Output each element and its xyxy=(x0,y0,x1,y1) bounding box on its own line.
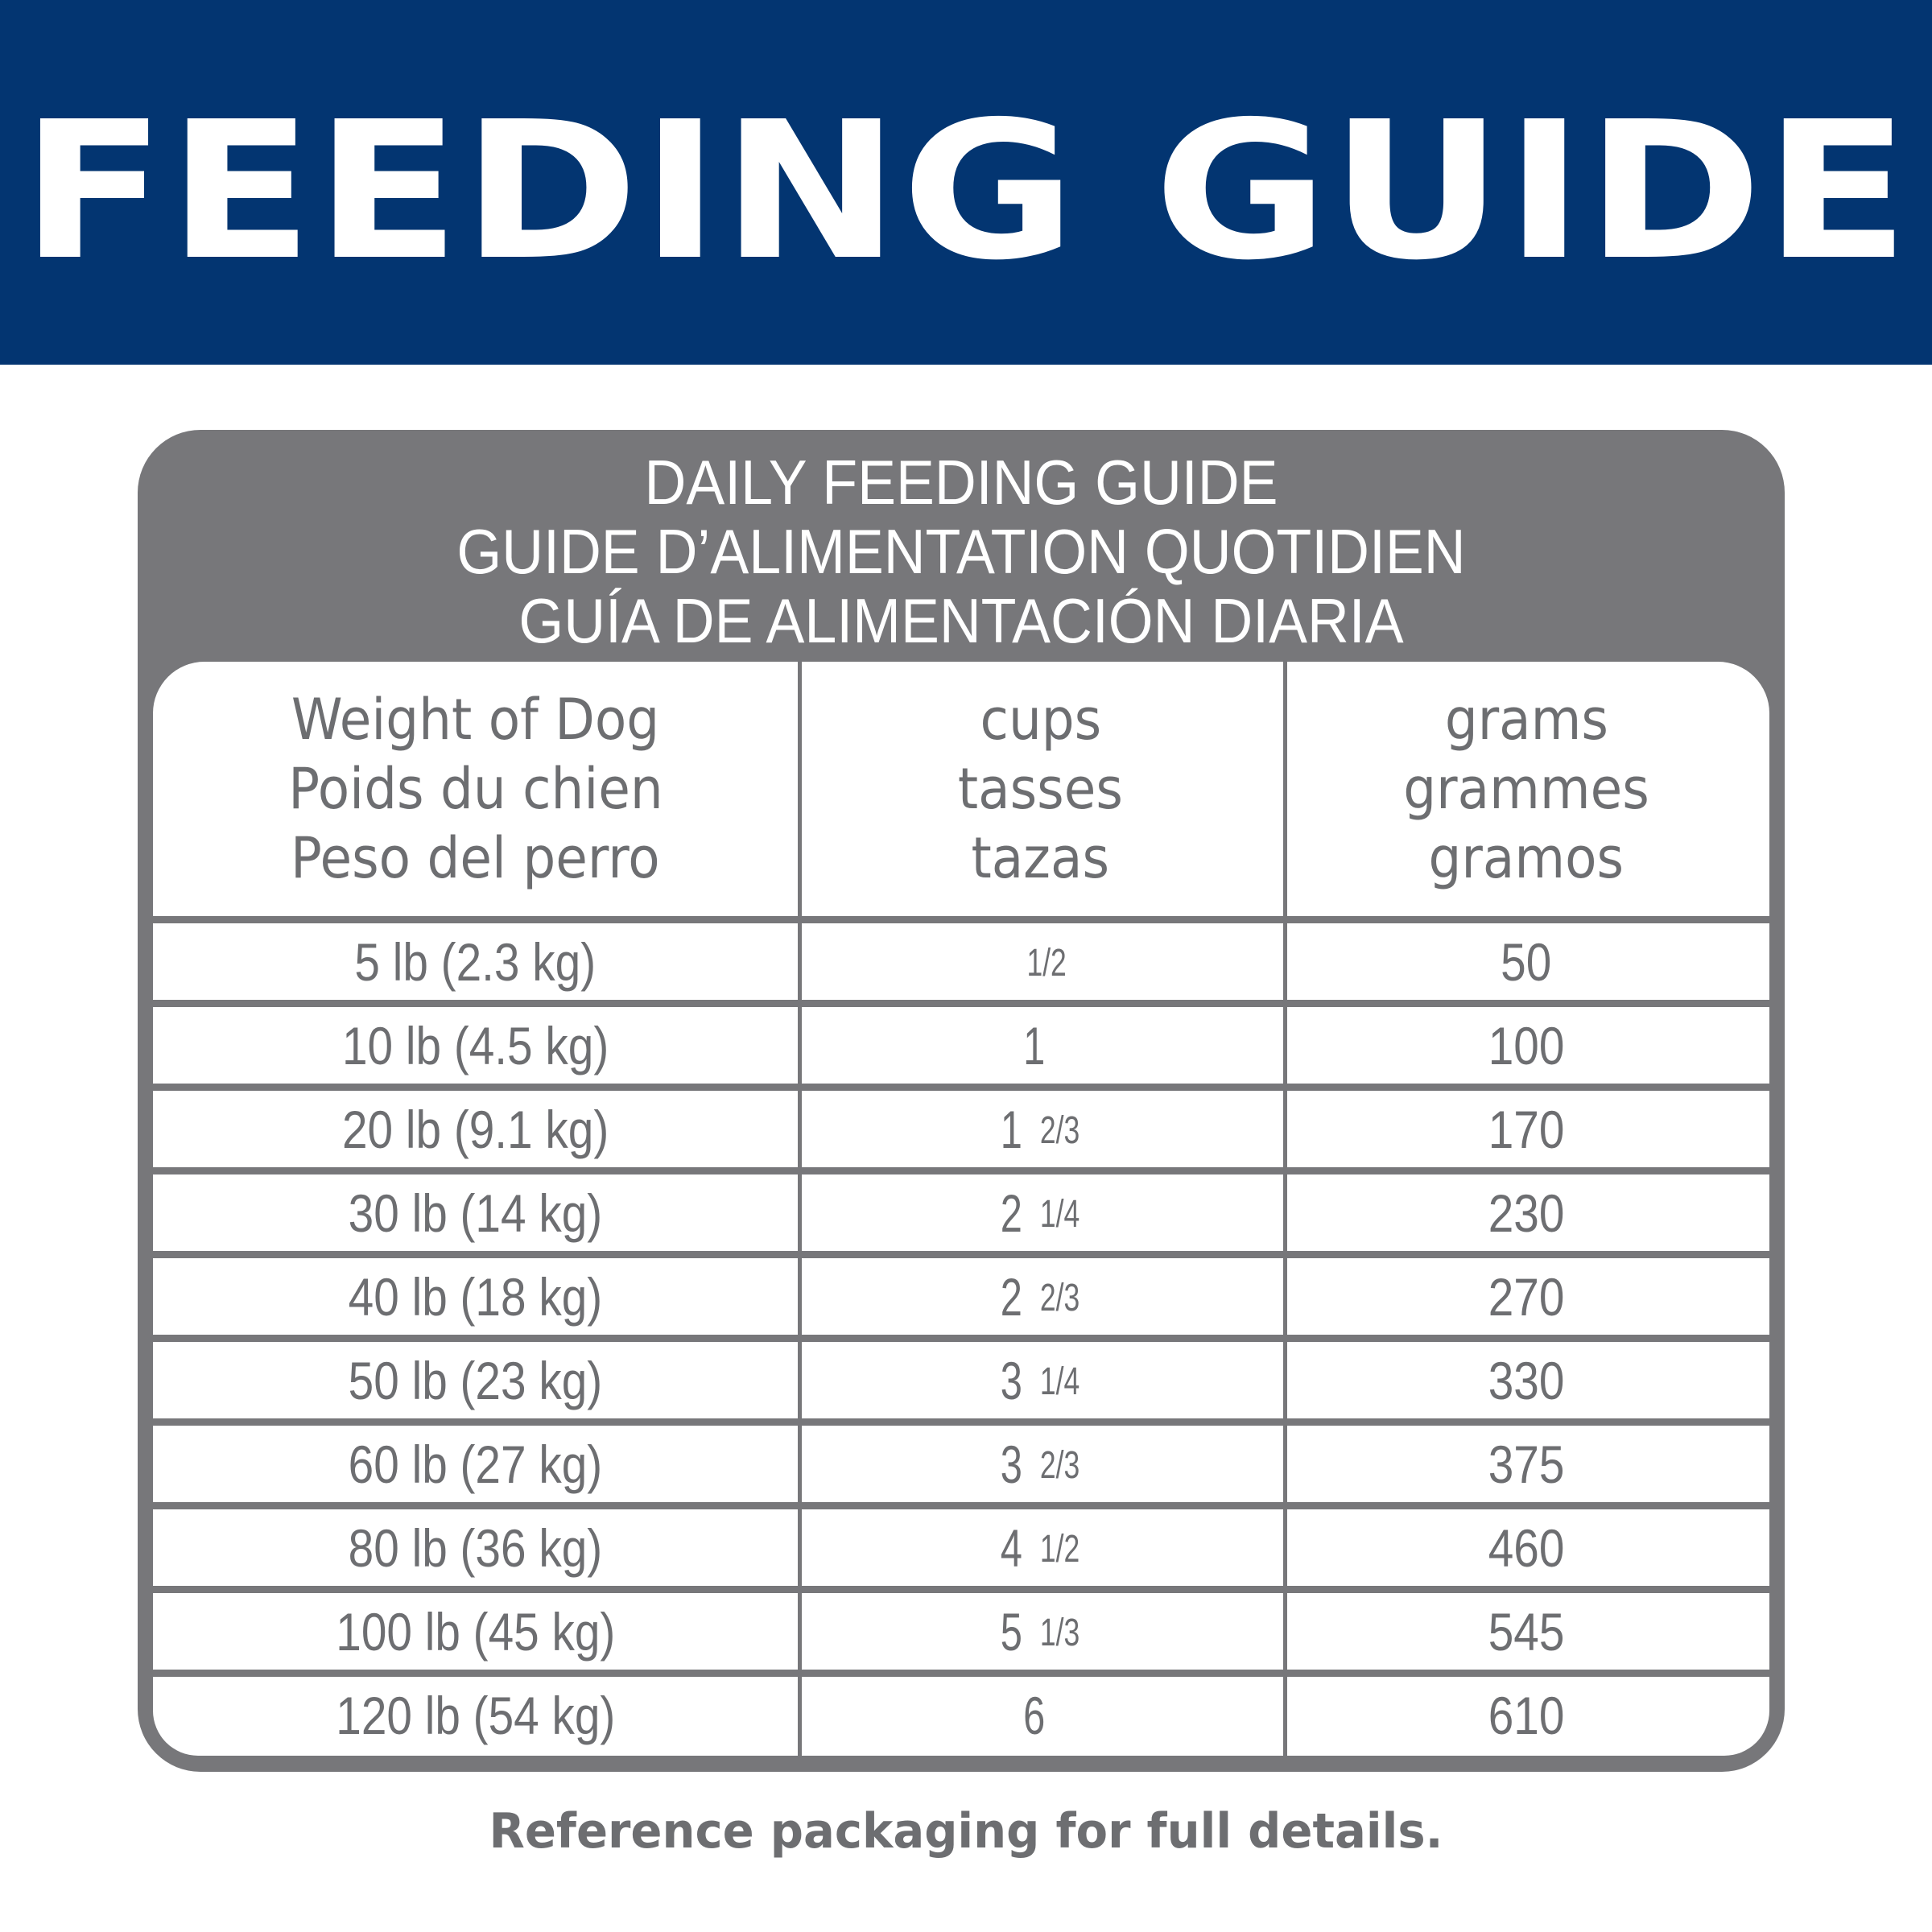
weight-cell: 10 lb (4.5 kg) xyxy=(341,1015,609,1075)
grams-cell: 170 xyxy=(1488,1099,1565,1159)
grams-cell: 610 xyxy=(1488,1685,1565,1745)
cups-cell: 3 2/3 xyxy=(1000,1434,1080,1494)
card-title: DAILY FEEDING GUIDE GUIDE D’ALIMENTATION… xyxy=(204,448,1719,655)
card-title-english: DAILY FEEDING GUIDE xyxy=(644,447,1278,518)
table-row: 40 lb (18 kg) 2 2/3 270 xyxy=(153,1251,1769,1335)
weight-cell: 20 lb (9.1 kg) xyxy=(341,1099,609,1159)
header-cups-es: tazas xyxy=(971,825,1110,891)
grams-cell: 330 xyxy=(1488,1350,1565,1410)
table-row: 60 lb (27 kg) 3 2/3 375 xyxy=(153,1418,1769,1502)
table-row: 20 lb (9.1 kg) 1 2/3 170 xyxy=(153,1084,1769,1167)
cups-cell: 2 1/4 xyxy=(1000,1183,1080,1243)
table-row: 80 lb (36 kg) 4 1/2 460 xyxy=(153,1502,1769,1586)
table-header: Weight of Dog Poids du chien Peso del pe… xyxy=(153,662,1769,916)
column-divider xyxy=(798,662,802,1756)
grams-cell: 460 xyxy=(1488,1517,1565,1578)
header-cups: cups tasses tazas xyxy=(798,662,1283,916)
weight-cell: 30 lb (14 kg) xyxy=(348,1183,603,1243)
cups-cell: 1 2/3 xyxy=(1000,1099,1080,1159)
table-row: 100 lb (45 kg) 5 1/3 545 xyxy=(153,1586,1769,1670)
cups-cell: 1/2 xyxy=(1026,941,1067,985)
table-row: 5 lb (2.3 kg) 1/2 50 xyxy=(153,916,1769,1000)
grams-cell: 100 xyxy=(1488,1015,1565,1075)
footer-note: Reference packaging for full details. xyxy=(489,1803,1443,1860)
grams-cell: 375 xyxy=(1488,1434,1565,1494)
header-weight-es: Peso del perro xyxy=(291,825,660,891)
weight-cell: 80 lb (36 kg) xyxy=(348,1517,603,1578)
header-grams-fr: grammes xyxy=(1403,756,1649,822)
header-cups-en: cups xyxy=(980,687,1101,753)
header-grams: grams grammes gramos xyxy=(1283,662,1769,916)
cups-cell: 1 xyxy=(1023,1015,1046,1075)
card-title-french: GUIDE D’ALIMENTATION QUOTIDIEN xyxy=(456,516,1466,587)
header-grams-en: grams xyxy=(1444,687,1608,753)
cups-cell: 3 1/4 xyxy=(1000,1350,1080,1410)
table-row: 10 lb (4.5 kg) 1 100 xyxy=(153,1000,1769,1084)
weight-cell: 100 lb (45 kg) xyxy=(335,1601,616,1662)
header-weight: Weight of Dog Poids du chien Peso del pe… xyxy=(153,662,798,916)
header-grams-es: gramos xyxy=(1428,825,1624,891)
table-row: 30 lb (14 kg) 2 1/4 230 xyxy=(153,1167,1769,1251)
grams-cell: 270 xyxy=(1488,1266,1565,1327)
grams-cell: 50 xyxy=(1501,931,1552,992)
header-cups-fr: tasses xyxy=(957,756,1123,822)
feeding-guide-card: DAILY FEEDING GUIDE GUIDE D’ALIMENTATION… xyxy=(138,430,1785,1772)
cups-cell: 4 1/2 xyxy=(1000,1517,1080,1578)
grams-cell: 230 xyxy=(1488,1183,1565,1243)
header-weight-en: Weight of Dog xyxy=(291,687,660,753)
weight-cell: 50 lb (23 kg) xyxy=(348,1350,603,1410)
grams-cell: 545 xyxy=(1488,1601,1565,1662)
table-row: 50 lb (23 kg) 3 1/4 330 xyxy=(153,1335,1769,1418)
table-body: 5 lb (2.3 kg) 1/2 50 10 lb (4.5 kg) 1 10… xyxy=(153,916,1769,1753)
header-weight-fr: Poids du chien xyxy=(287,756,663,822)
page-title: FEEDING GUIDE xyxy=(20,80,1912,302)
weight-cell: 60 lb (27 kg) xyxy=(348,1434,603,1494)
card-title-spanish: GUÍA DE ALIMENTACIÓN DIARIA xyxy=(518,585,1404,656)
weight-cell: 5 lb (2.3 kg) xyxy=(354,931,597,992)
column-divider xyxy=(1283,662,1287,1756)
cups-cell: 5 1/3 xyxy=(1000,1601,1080,1662)
weight-cell: 40 lb (18 kg) xyxy=(348,1266,603,1327)
table-row: 120 lb (54 kg) 6 610 xyxy=(153,1670,1769,1753)
header-banner: FEEDING GUIDE xyxy=(0,0,1932,365)
cups-cell: 6 xyxy=(1023,1685,1046,1745)
weight-cell: 120 lb (54 kg) xyxy=(335,1685,616,1745)
cups-cell: 2 2/3 xyxy=(1000,1266,1080,1327)
feeding-table: Weight of Dog Poids du chien Peso del pe… xyxy=(153,662,1769,1756)
